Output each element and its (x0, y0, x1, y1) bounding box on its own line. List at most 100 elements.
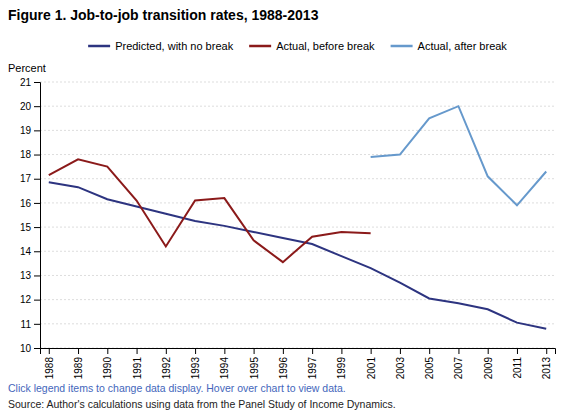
legend-swatch (249, 45, 271, 48)
x-tick: 2011 (512, 348, 523, 379)
y-tick-mark (34, 251, 40, 252)
y-tick: 14 (20, 246, 40, 257)
legend-swatch (88, 45, 110, 48)
x-tick-mark (341, 348, 342, 354)
y-axis: 10 11 12 13 14 15 16 17 18 19 20 21 (20, 77, 41, 354)
x-tick: 2005 (424, 348, 435, 379)
x-axis: 1988198919901991199219931994199519961997… (41, 348, 556, 379)
x-tick-label: 2003 (395, 357, 406, 380)
y-tick-label: 19 (20, 125, 32, 136)
footnote: Source: Author's calculations using data… (8, 398, 396, 410)
x-tick-mark (107, 348, 108, 354)
footnote: Click legend items to change data displa… (8, 382, 346, 394)
y-tick-label: 18 (20, 149, 32, 160)
x-tick-label: 1989 (73, 357, 84, 380)
grid-line (40, 227, 555, 228)
y-tick: 12 (20, 294, 40, 305)
y-tick-mark (34, 203, 40, 204)
y-tick-label: 17 (20, 173, 32, 184)
y-tick-label: 21 (20, 77, 32, 88)
grid-line (40, 82, 555, 83)
x-tick-label: 1991 (132, 357, 143, 380)
x-tick-label: 2001 (366, 357, 377, 380)
x-tick-label: 2005 (424, 357, 435, 380)
y-tick: 19 (20, 125, 40, 136)
y-tick: 16 (20, 198, 40, 209)
x-tick-mark (254, 348, 255, 354)
plot-area: 1011121314151617181920211988198919901991… (20, 77, 556, 380)
y-axis-label: Percent (8, 62, 46, 74)
grid-line (40, 323, 555, 324)
grid-line (40, 299, 555, 300)
y-tick-mark (34, 155, 40, 156)
legend-label: Actual, before break (276, 40, 375, 52)
x-tick: 1992 (161, 348, 172, 379)
y-tick-mark (34, 275, 40, 276)
x-tick-mark (49, 348, 50, 354)
y-tick: 21 (20, 77, 40, 88)
x-tick-mark (400, 348, 401, 354)
y-tick: 13 (20, 270, 40, 281)
legend-item: Actual, before break (249, 40, 375, 52)
series-line (371, 106, 547, 205)
y-tick-mark (34, 130, 40, 131)
legend-label: Actual, after break (418, 40, 508, 52)
x-tick-label: 2009 (483, 357, 494, 380)
y-tick-label: 13 (20, 270, 32, 281)
x-tick: 2009 (483, 348, 494, 379)
grid-line (40, 275, 555, 276)
x-tick: 1993 (190, 348, 201, 379)
x-tick-label: 1996 (278, 357, 289, 380)
y-tick-mark (34, 106, 40, 107)
title: Figure 1. Job-to-job transition rates, 1… (8, 7, 319, 23)
x-tick: 2007 (453, 348, 464, 379)
x-tick: 1989 (73, 348, 84, 379)
x-tick-label: 1990 (102, 357, 113, 380)
x-tick-label: 1993 (190, 357, 201, 380)
x-tick: 2013 (541, 348, 552, 379)
y-tick-mark (34, 324, 40, 325)
grid (40, 82, 555, 348)
y-tick: 18 (20, 149, 40, 160)
x-tick: 1991 (132, 348, 143, 379)
x-tick-mark (137, 348, 138, 354)
x-axis-line (41, 349, 556, 355)
x-tick-label: 1999 (336, 357, 347, 380)
y-tick-label: 16 (20, 198, 32, 209)
x-tick-label: 1992 (161, 357, 172, 380)
y-tick-label: 15 (20, 222, 32, 233)
y-tick-mark (34, 82, 40, 83)
x-tick: 1997 (307, 348, 318, 379)
x-tick-mark (166, 348, 167, 354)
x-tick-label: 1994 (219, 357, 230, 380)
lines (49, 106, 546, 328)
x-tick: 1990 (102, 348, 113, 379)
y-tick-mark (34, 179, 40, 180)
y-tick-label: 10 (20, 343, 32, 354)
legend-label: Predicted, with no break (115, 40, 234, 52)
x-tick: 1996 (278, 348, 289, 379)
x-tick: 2003 (395, 348, 406, 379)
x-tick-label: 2007 (453, 357, 464, 380)
x-tick: 1999 (336, 348, 347, 379)
x-tick-mark (195, 348, 196, 354)
x-tick-mark (283, 348, 284, 354)
y-tick: 11 (21, 319, 40, 330)
series-line (49, 159, 371, 262)
y-tick-label: 11 (21, 319, 32, 330)
x-tick: 2001 (366, 348, 377, 379)
y-tick-label: 20 (20, 101, 32, 112)
x-tick-mark (224, 348, 225, 354)
x-tick: 1995 (249, 348, 260, 379)
y-axis-line (34, 83, 41, 349)
y-tick: 17 (20, 173, 40, 184)
legend-item: Actual, after break (391, 40, 508, 52)
y-tick: 20 (20, 101, 40, 112)
x-tick-label: 1997 (307, 357, 318, 380)
grid-line (40, 251, 555, 252)
y-tick-label: 12 (20, 294, 32, 305)
x-tick-mark (458, 348, 459, 354)
y-tick-mark (34, 348, 40, 349)
legend-swatch (391, 45, 413, 48)
y-tick-label: 14 (20, 246, 32, 257)
